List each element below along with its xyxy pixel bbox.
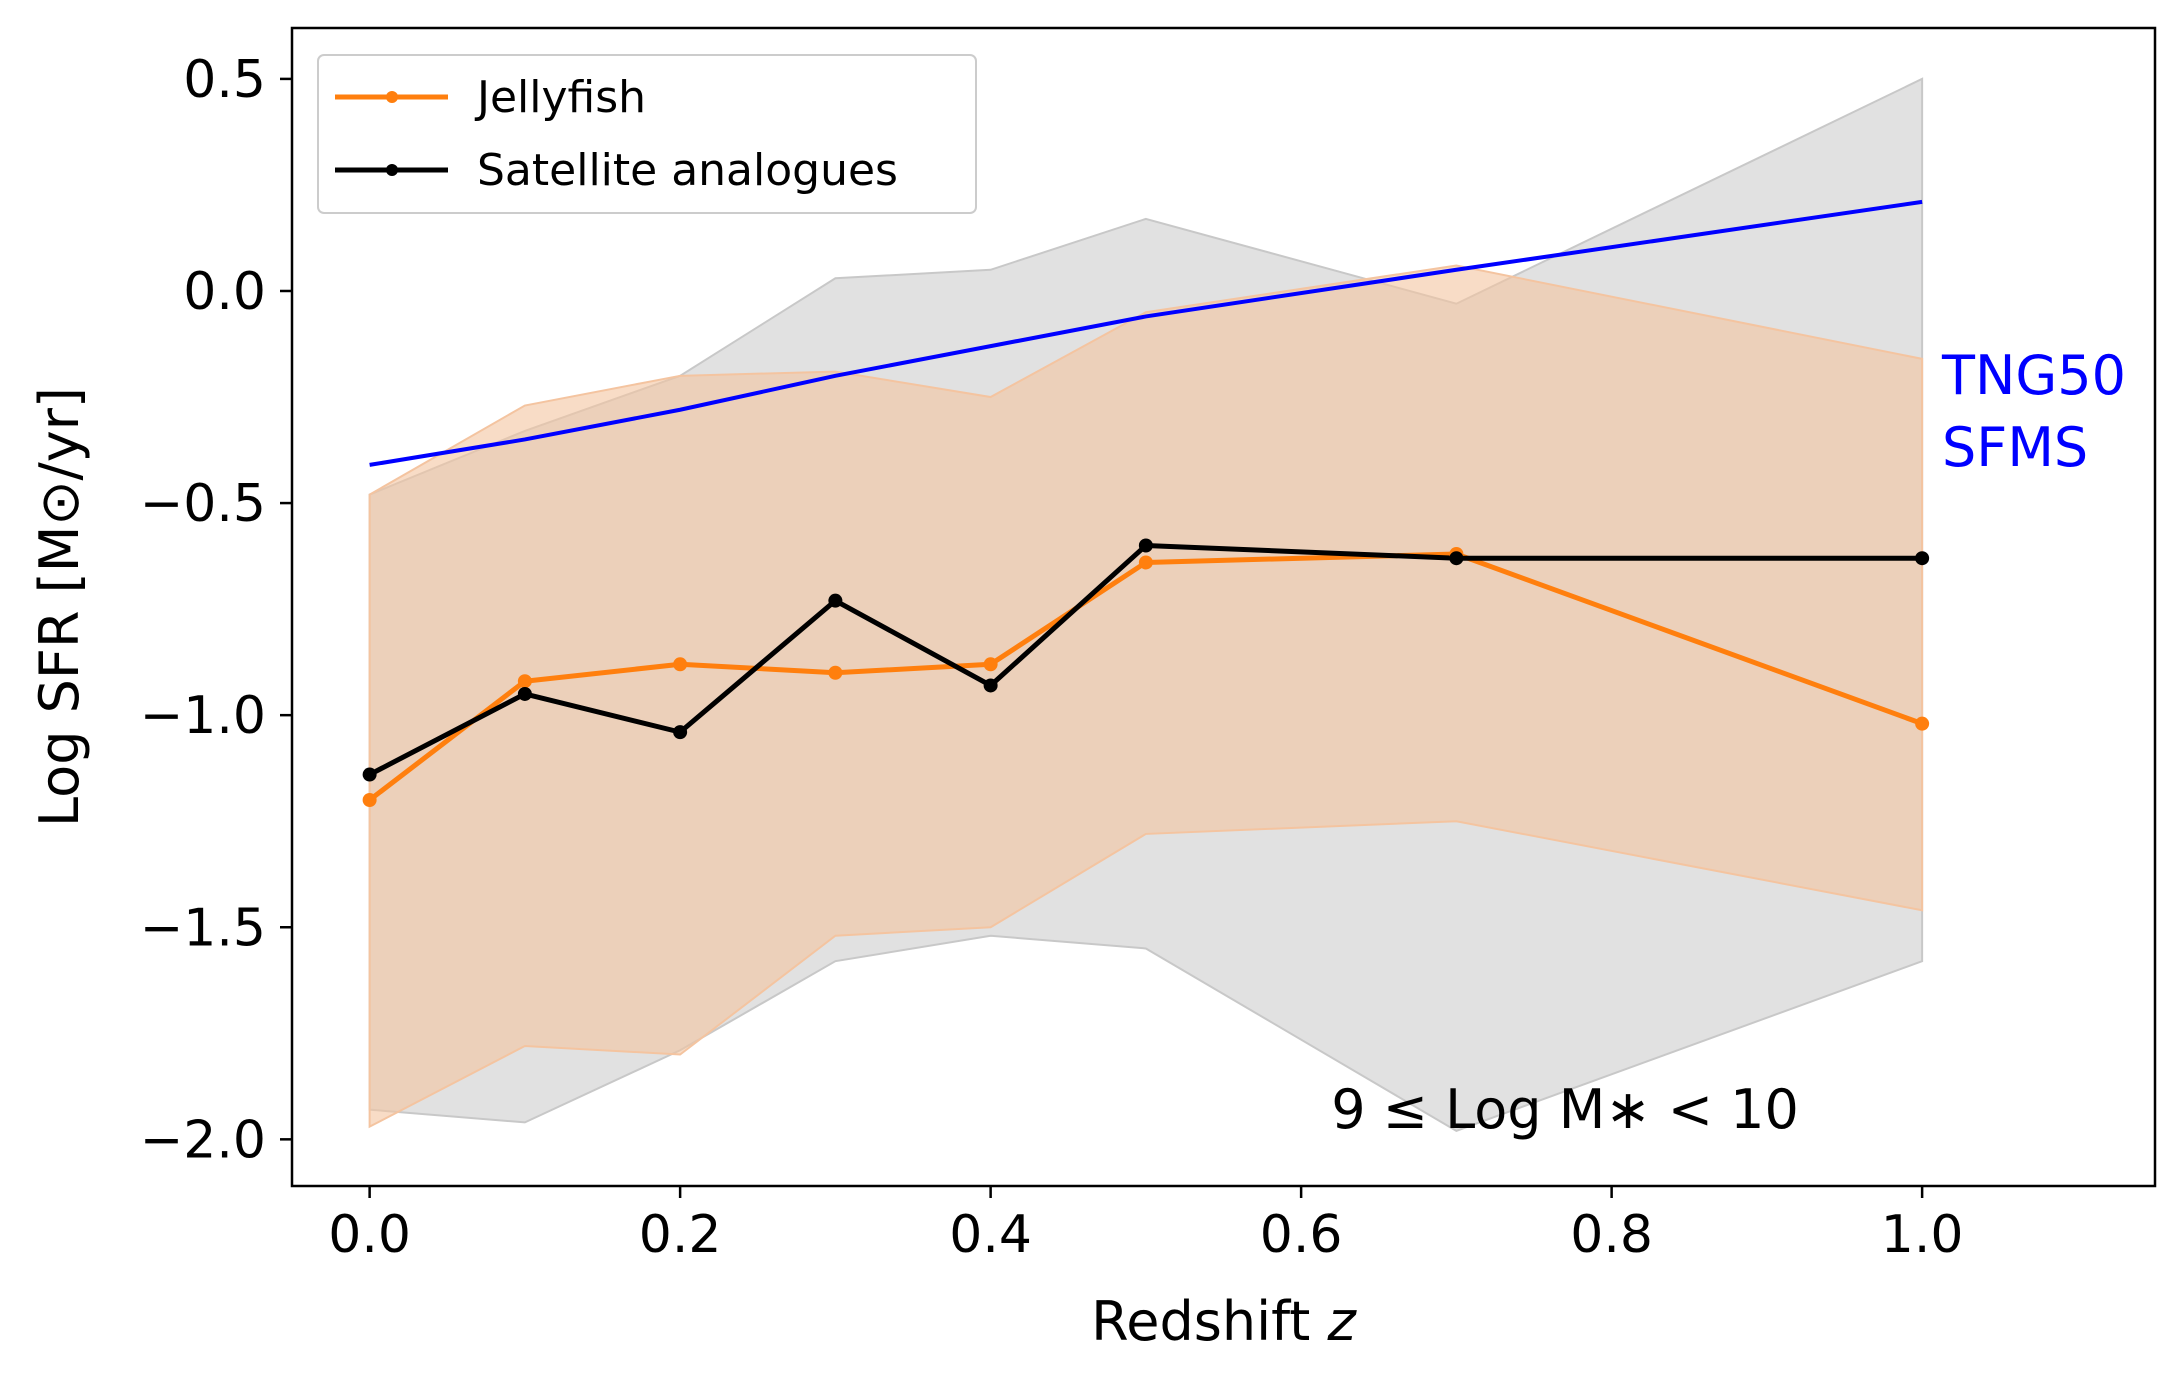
mass-bin-annotation: 9 ≤ Log M∗ < 10 (1331, 1078, 1799, 1141)
legend-marker-jellyfish (386, 91, 398, 103)
point-jellyfish-1 (517, 674, 532, 689)
legend-marker-satellite-analogues (386, 164, 398, 176)
y-tick-label: 0.0 (183, 262, 266, 322)
band-jellyfish (368, 264, 1924, 1129)
y-axis-ticks: 0.5 0.0 −0.5 −1.0 −1.5 −2.0 (140, 50, 292, 1170)
y-tick-label: −1.0 (140, 686, 266, 746)
point-jellyfish-7 (1915, 716, 1930, 731)
point-satellite-analogues-2 (673, 725, 688, 740)
point-satellite-analogues-3 (828, 593, 843, 608)
point-satellite-analogues-1 (517, 686, 532, 701)
point-jellyfish-5 (1138, 555, 1153, 570)
y-tick-label: −1.5 (140, 898, 266, 958)
x-axis-label-variable: z (1327, 1290, 1358, 1353)
point-satellite-analogues-6 (1449, 551, 1464, 566)
point-jellyfish-4 (983, 657, 998, 672)
series-markers (362, 538, 1930, 807)
y-axis-label: Log SFR [M⊙/yr] (28, 387, 91, 827)
point-satellite-analogues-4 (983, 678, 998, 693)
sfms-label-line-1: TNG50 (1941, 344, 2126, 407)
x-tick-label: 0.4 (949, 1205, 1032, 1265)
scatter-bands (368, 77, 1924, 1132)
point-jellyfish-2 (673, 657, 688, 672)
legend: Jellyfish Satellite analogues (317, 54, 977, 214)
legend-box (317, 54, 977, 214)
x-tick-label: 0.0 (328, 1205, 411, 1265)
point-satellite-analogues-5 (1138, 538, 1153, 553)
x-axis-ticks: 0.0 0.2 0.4 0.6 0.8 1.0 (328, 1186, 1963, 1265)
x-tick-label: 0.6 (1260, 1205, 1343, 1265)
line-tng50-sfms (369, 199, 1923, 467)
legend-label-satellite-analogues: Satellite analogues (477, 145, 898, 196)
x-tick-label: 0.8 (1570, 1205, 1653, 1265)
y-tick-label: 0.5 (183, 50, 266, 110)
x-tick-label: 0.2 (639, 1205, 722, 1265)
legend-label-jellyfish: Jellyfish (474, 72, 646, 123)
x-axis-label: Redshift z (1091, 1290, 1357, 1353)
y-tick-label: −0.5 (140, 474, 266, 534)
sfms-label-line-2: SFMS (1942, 416, 2088, 479)
point-satellite-analogues-7 (1915, 551, 1930, 566)
point-jellyfish-0 (362, 793, 377, 807)
point-satellite-analogues-0 (362, 767, 377, 782)
x-tick-label: 1.0 (1881, 1205, 1964, 1265)
y-tick-label: −2.0 (140, 1110, 266, 1170)
line-satellite-analogues (368, 542, 1923, 777)
series-lines (368, 199, 1923, 802)
sfms-label: TNG50 SFMS (1941, 344, 2143, 479)
x-axis-label-text: Redshift (1091, 1290, 1310, 1353)
plot-frame (290, 26, 2157, 1188)
point-jellyfish-3 (828, 665, 843, 680)
